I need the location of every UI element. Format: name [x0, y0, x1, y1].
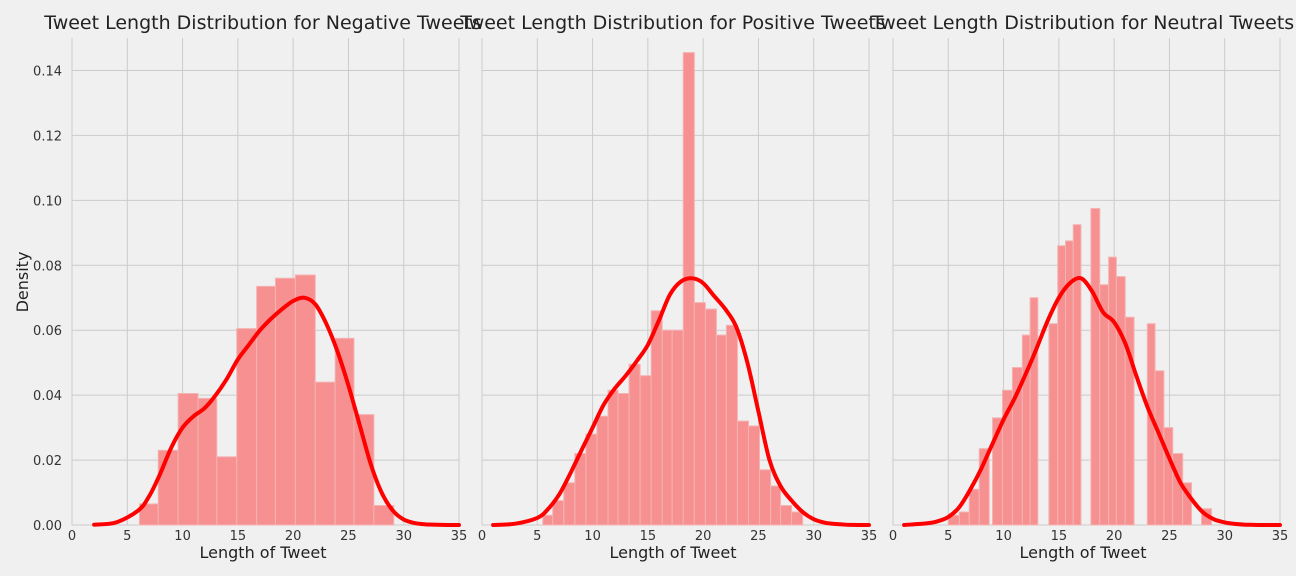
histogram-bar	[585, 433, 598, 526]
x-tick-label: 30	[805, 529, 822, 544]
x-tick-label: 35	[1272, 529, 1289, 544]
y-tick-label: 0.06	[33, 324, 62, 339]
x-tick-label: 5	[944, 529, 952, 544]
histogram-bar	[596, 415, 609, 526]
x-tick-label: 5	[533, 529, 541, 544]
x-axis-label: Length of Tweet	[1020, 543, 1147, 562]
histogram-bar	[1029, 297, 1039, 526]
y-tick-label: 0.14	[33, 64, 62, 79]
y-tick-labels: 0.00 0.02 0.04 0.06 0.08 0.10 0.12 0.14	[33, 64, 62, 534]
histogram-bars	[542, 52, 804, 526]
x-tick-label: 20	[1106, 529, 1123, 544]
x-tick-label: 0	[478, 529, 486, 544]
y-tick-label: 0.08	[33, 259, 62, 274]
histogram-bar	[1124, 316, 1135, 526]
histogram-bar	[958, 511, 970, 526]
y-tick-label: 0.12	[33, 129, 62, 144]
histogram-bar	[1115, 276, 1126, 526]
histogram-bar	[373, 505, 395, 526]
x-tick-label: 10	[584, 529, 601, 544]
histogram-bar	[1163, 427, 1174, 526]
histogram-bar	[1099, 284, 1110, 526]
x-tick-labels: 0 5 10 15 20 25 30 35	[478, 529, 877, 544]
subplot-negative: 0 5 10 15 20 25 30 35 0.000.020.040.060.080.100…	[13, 12, 482, 562]
x-tick-label: 5	[123, 529, 131, 544]
histogram-bar	[671, 329, 684, 526]
y-axis-label: Density	[13, 252, 32, 313]
histogram-bar	[1048, 323, 1059, 526]
histogram-bar	[682, 52, 695, 526]
histogram-bar	[759, 469, 772, 526]
histogram-bar	[736, 420, 749, 526]
x-tick-label: 30	[395, 529, 412, 544]
histogram-bar	[1172, 453, 1184, 526]
histogram-bar	[770, 485, 782, 526]
x-tick-labels: 0 5 10 15 20 25 30 35	[889, 529, 1288, 544]
histogram-bar	[639, 375, 652, 526]
histogram-bar	[1182, 482, 1193, 526]
histogram-bar	[157, 449, 179, 526]
y-tick-label: 0.10	[33, 194, 62, 209]
x-tick-label: 35	[861, 529, 878, 544]
histogram-bars	[138, 274, 395, 526]
histogram-bar	[542, 514, 554, 526]
x-tick-label: 10	[995, 529, 1012, 544]
x-tick-label: 0	[889, 529, 897, 544]
histogram-bar	[314, 381, 336, 526]
histogram-bars	[947, 207, 1212, 526]
histogram-bar	[1072, 224, 1082, 526]
histogram-bar	[650, 310, 663, 526]
subplot-title: Tweet Length Distribution for Positive T…	[459, 12, 886, 34]
histogram-bar	[1154, 370, 1165, 526]
x-tick-label: 15	[230, 529, 247, 544]
histogram-bar	[715, 334, 727, 526]
x-tick-labels: 0 5 10 15 20 25 30 35	[68, 529, 467, 544]
histogram-bar	[780, 505, 793, 526]
subplot-positive: 0 5 10 15 20 25 30 35 Tweet Length Distribution…	[459, 12, 886, 562]
histogram-bar	[197, 397, 218, 526]
x-axis-label: Length of Tweet	[200, 543, 327, 562]
y-tick-label: 0.02	[33, 454, 62, 469]
histogram-bar	[725, 324, 738, 526]
histogram-bar	[1090, 207, 1101, 526]
y-tick-label: 0.00	[33, 519, 62, 534]
subplot-title: Tweet Length Distribution for Neutral Tw…	[871, 12, 1294, 34]
subplot-title: Tweet Length Distribution for Negative T…	[43, 12, 482, 34]
histogram-bar	[274, 277, 296, 526]
kde-curve	[92, 295, 461, 528]
histogram-bar	[563, 482, 576, 526]
x-tick-label: 25	[340, 529, 357, 544]
x-tick-label: 20	[695, 529, 712, 544]
x-tick-label: 25	[750, 529, 767, 544]
x-tick-label: 20	[285, 529, 302, 544]
histogram-bar	[791, 511, 804, 526]
histogram-bar	[661, 329, 673, 526]
histogram-bar	[216, 456, 238, 526]
histogram-bar	[968, 488, 980, 526]
subplot-neutral: 0 5 10 15 20 25 30 35 Tweet Length Distribution…	[871, 12, 1294, 562]
kde-curve	[902, 275, 1282, 528]
histogram-bar	[978, 448, 990, 526]
x-tick-label: 0	[68, 529, 76, 544]
histogram-bar	[704, 308, 717, 526]
y-tick-label: 0.04	[33, 389, 62, 404]
histogram-bar	[607, 389, 619, 526]
x-tick-label: 35	[451, 529, 468, 544]
x-tick-label: 25	[1161, 529, 1178, 544]
x-tick-label: 15	[640, 529, 657, 544]
x-tick-label: 15	[1051, 529, 1068, 544]
x-tick-label: 10	[174, 529, 191, 544]
histogram-bar	[747, 425, 761, 526]
kde-curve	[491, 276, 871, 528]
x-axis-label: Length of Tweet	[610, 543, 737, 562]
histogram-bar	[1108, 256, 1117, 526]
histogram-bar	[294, 274, 316, 526]
histogram-bar	[693, 302, 706, 526]
x-tick-label: 30	[1216, 529, 1233, 544]
histogram-bar	[617, 393, 630, 526]
histogram-bar	[628, 363, 641, 526]
